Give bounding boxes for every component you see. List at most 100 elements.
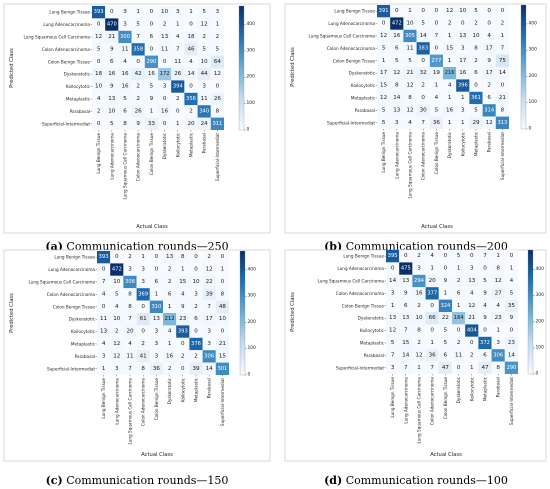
cell-value-label: 16 [121,84,129,90]
cell-value-label: 5 [391,340,395,346]
confusion-matrix-panel-c: 393 0 2 1 0 13 8 0 2 00 472 3 3 0 2 1 0 12 17 10 308 3 6 2 15 10 2… [3,249,271,487]
heatmap-cell [189,362,203,375]
cell-value-label: 11 [161,46,169,52]
heatmap-cell [491,312,505,325]
cell-value-label: 48 [219,304,227,310]
cell-value-label: 300 [120,34,130,40]
cell-value-label: 3 [417,266,421,272]
cell-value-label: 0 [430,303,434,309]
cell-value-label: 16 [415,290,423,296]
cell-value-label: 10 [415,315,423,321]
cell-value-label: 0 [110,9,114,15]
cell-value-label: 1 [510,266,514,272]
heatmap-cell [184,6,198,19]
heatmap-cell [131,43,145,56]
heatmap-cell [105,80,119,93]
heatmap-cell [377,116,391,129]
x-tick-label: Lung Squamous Cell Carcinoma [417,377,422,444]
heatmap-cell [504,312,518,325]
heatmap-cell [429,54,443,67]
cell-value-label: 0 [176,108,180,114]
heatmap-cell [189,251,203,264]
cell-value-label: 11 [406,45,414,51]
heatmap-cell [377,29,391,43]
heatmap-cell [176,325,190,338]
cell-value-label: 11 [121,46,129,52]
heatmap-cell [110,337,124,351]
cell-value-label: 301 [217,366,227,372]
heatmap-cell [504,336,518,350]
cell-value-label: 36 [429,352,437,358]
cell-value-label: 0 [97,121,101,127]
cell-value-label: 1 [448,120,452,126]
cell-value-label: 1 [496,253,500,259]
heatmap-cell [504,324,518,337]
heatmap-cell [202,350,216,363]
heatmap-cell [465,312,479,325]
heatmap-cell [184,68,198,81]
heatmap-cell [176,263,190,276]
cell-value-label: 0 [163,59,167,65]
heatmap-cell [144,30,158,44]
x-tick-label: Koilocytotic [180,377,185,402]
heatmap-cell [491,349,505,362]
heatmap-cell [482,5,496,18]
cell-value-label: 7 [128,366,132,372]
heatmap-cell [163,263,177,276]
heatmap-cell [390,116,404,129]
heatmap-cell [412,324,426,337]
heatmap-cell [495,67,509,80]
cell-value-label: 2 [417,340,421,346]
y-tick-label: Superficial-Intermediat [336,365,384,370]
cell-value-label: 311 [212,121,222,127]
heatmap-cell [469,116,483,129]
heatmap-cell [118,18,132,31]
heatmap-cell [425,274,439,288]
heatmap-cell [131,117,145,130]
heatmap-cell [97,300,111,313]
cell-value-label: 1 [448,95,452,101]
heatmap-cell [97,288,111,301]
cell-value-label: 0 [421,58,425,64]
cell-value-label: 47 [481,365,489,371]
heatmap-cell [377,17,391,30]
cell-value-label: 7 [421,120,425,126]
cell-value-label: 0 [404,253,408,259]
y-tick-label: Lung Benign Tissue [343,254,384,259]
heatmap-cell [452,312,466,325]
x-tick-label: Lung Squamous Cell Carcinoma [123,133,128,200]
cell-value-label: 14 [402,352,410,358]
heatmap-cell [149,251,163,264]
cell-value-label: 14 [508,352,516,358]
heatmap-cell [386,287,400,300]
cell-value-label: 21 [219,341,227,347]
heatmap-cell [452,262,466,275]
cell-value-label: 20 [429,278,437,284]
heatmap-cell [118,117,132,130]
cell-value-label: 47 [442,365,450,371]
heatmap-cell [163,275,177,289]
cell-value-label: 0 [510,328,514,334]
heatmap-cell [386,250,400,263]
heatmap-cell [202,362,216,375]
heatmap-cell [171,92,185,106]
cell-value-label: 2 [194,353,198,359]
cell-value-label: 1 [448,58,452,64]
heatmap-cell [504,299,518,312]
cell-value-label: 0 [150,22,154,28]
heatmap-cell [176,313,190,326]
cell-value-label: 0 [181,341,185,347]
cell-value-label: 10 [95,84,103,90]
heatmap-cell [105,117,119,130]
cell-value-label: 21 [499,95,507,101]
x-tick-label: Colon Benign Tissue [443,377,448,420]
cell-value-label: 0 [163,121,167,127]
cell-value-label: 1 [435,83,439,89]
y-axis-title: Predicted Class [9,293,15,333]
heatmap-cell [390,104,404,117]
heatmap-cell [131,105,145,118]
cell-value-label: 32 [420,70,427,76]
y-tick-label: Superficial-Intermediat [47,366,95,371]
heatmap-cell [412,287,426,300]
cell-value-label: 3 [163,84,167,90]
